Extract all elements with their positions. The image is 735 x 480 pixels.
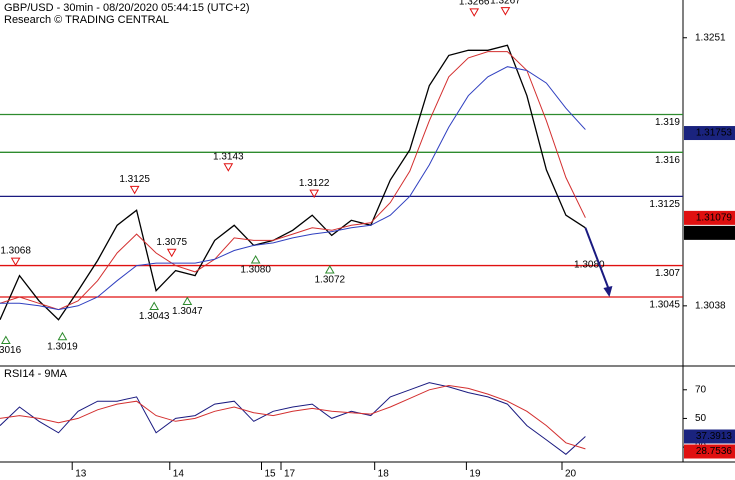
price-label: 28.7536 bbox=[696, 446, 733, 457]
price-label: 1.31753 bbox=[696, 128, 733, 139]
price-label-box bbox=[684, 429, 735, 444]
chart-subtitle: Research © TRADING CENTRAL bbox=[4, 14, 169, 26]
x-tick-label: 18 bbox=[378, 469, 390, 480]
low-label: 1.3080 bbox=[240, 265, 271, 276]
low-label: 1.3019 bbox=[47, 341, 78, 352]
low-marker bbox=[57, 331, 68, 341]
y-tick-label: 1.3251 bbox=[695, 32, 726, 43]
high-label: 1.3068 bbox=[0, 246, 31, 257]
low-label: 1.3072 bbox=[314, 275, 345, 286]
low-marker bbox=[324, 265, 335, 274]
low-marker bbox=[250, 254, 261, 264]
high-label: 1.3125 bbox=[119, 174, 150, 185]
series-line bbox=[0, 382, 586, 455]
high-marker bbox=[500, 7, 511, 16]
y-tick-label: 50 bbox=[695, 413, 707, 424]
forecast-arrowhead bbox=[603, 286, 613, 298]
series-line bbox=[0, 66, 586, 311]
x-tick-label: 20 bbox=[565, 469, 577, 480]
price-label-box bbox=[684, 210, 735, 225]
price-label: 37.3913 bbox=[696, 431, 733, 442]
price-label-box bbox=[684, 225, 735, 240]
price-label: 1.31079 bbox=[696, 213, 733, 224]
high-marker bbox=[129, 185, 140, 195]
low-marker bbox=[182, 296, 193, 306]
series-line bbox=[0, 44, 586, 321]
high-label: 1.3143 bbox=[213, 151, 244, 162]
low-marker bbox=[149, 301, 160, 311]
x-tick-label: 13 bbox=[75, 469, 87, 480]
x-tick-label: 15 bbox=[264, 469, 276, 480]
level-label: 1.319 bbox=[655, 117, 680, 128]
high-label: 1.3266 bbox=[459, 0, 490, 8]
price-label: 1.3105 bbox=[701, 228, 732, 239]
high-marker bbox=[309, 189, 320, 199]
y-tick-label: 1.3038 bbox=[695, 300, 726, 311]
low-marker bbox=[0, 335, 11, 345]
forecast-arrow bbox=[584, 227, 611, 292]
chart-title: GBP/USD - 30min - 08/20/2020 05:44:15 (U… bbox=[4, 2, 249, 14]
price-label-box bbox=[684, 126, 735, 141]
low-label: 1.3016 bbox=[0, 345, 22, 356]
level-label: 1.316 bbox=[655, 155, 680, 166]
series-line bbox=[0, 384, 586, 450]
y-tick-label: 70 bbox=[695, 384, 707, 395]
high-marker bbox=[166, 248, 177, 258]
target-label: 1.3080 bbox=[574, 260, 605, 271]
low-label: 1.3043 bbox=[139, 311, 170, 322]
low-label: 1.3047 bbox=[172, 306, 203, 317]
series-line bbox=[0, 51, 586, 311]
high-marker bbox=[10, 257, 21, 267]
rsi-title: RSI14 - 9MA bbox=[4, 368, 68, 380]
x-tick-label: 17 bbox=[284, 469, 296, 480]
x-tick-label: 14 bbox=[173, 469, 185, 480]
level-label: 1.3125 bbox=[649, 199, 680, 210]
high-marker bbox=[223, 163, 234, 172]
level-label: 1.3045 bbox=[649, 300, 680, 311]
price-label-box bbox=[684, 444, 735, 459]
x-tick-label: 19 bbox=[469, 469, 481, 480]
high-label: 1.3075 bbox=[156, 237, 187, 248]
high-label: 1.3122 bbox=[299, 178, 330, 189]
high-label: 1.3267 bbox=[490, 0, 521, 6]
high-marker bbox=[469, 8, 480, 17]
level-label: 1.307 bbox=[655, 268, 680, 279]
